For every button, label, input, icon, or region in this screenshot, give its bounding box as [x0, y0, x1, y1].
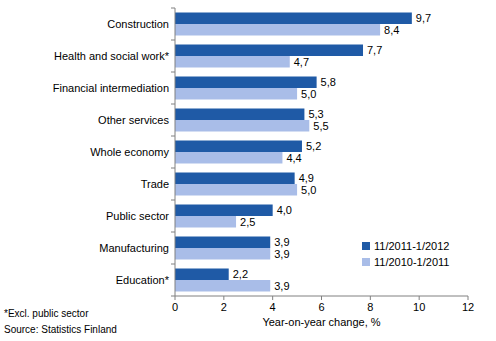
bar — [175, 173, 295, 185]
x-tick — [223, 296, 224, 300]
bar — [175, 45, 363, 57]
x-tick-label: 4 — [270, 301, 276, 313]
data-label: 5,0 — [301, 184, 316, 196]
y-axis — [175, 8, 176, 296]
data-label: 2,5 — [240, 216, 255, 228]
data-label: 3,9 — [274, 236, 289, 248]
bar — [175, 109, 304, 121]
x-tick-label: 2 — [221, 301, 227, 313]
data-label: 5,8 — [321, 76, 336, 88]
bar — [175, 88, 297, 100]
bar — [175, 269, 229, 281]
category-label: Public sector — [106, 210, 169, 222]
category-label: Trade — [141, 178, 169, 190]
data-label: 4,7 — [294, 56, 309, 68]
x-axis-label: Year-on-year change, % — [262, 316, 380, 328]
category-label: Other services — [98, 114, 169, 126]
bar — [175, 120, 309, 132]
x-tick — [321, 296, 322, 300]
category-tick — [171, 72, 175, 73]
category-label: Education* — [116, 274, 170, 286]
category-label: Financial intermediation — [53, 82, 169, 94]
bar — [175, 24, 380, 36]
data-label: 5,3 — [308, 108, 323, 120]
x-tick — [175, 296, 176, 300]
bar — [175, 56, 290, 68]
data-label: 3,9 — [274, 248, 289, 260]
legend-swatch — [362, 242, 370, 250]
data-label: 5,2 — [306, 140, 321, 152]
data-label: 2,2 — [233, 268, 248, 280]
bar — [175, 237, 270, 249]
legend-label: 11/2010-1/2011 — [374, 256, 449, 268]
bar — [175, 184, 297, 196]
data-label: 4,0 — [277, 204, 292, 216]
x-tick — [370, 296, 371, 300]
category-tick — [171, 232, 175, 233]
x-tick — [468, 296, 469, 300]
legend: 11/2011-1/2012 11/2010-1/2011 — [358, 234, 468, 274]
category-tick — [171, 296, 175, 297]
data-label: 4,4 — [286, 152, 301, 164]
legend-swatch — [362, 258, 370, 266]
category-label: Construction — [107, 18, 169, 30]
category-tick — [171, 8, 175, 9]
category-label: Health and social work* — [54, 50, 170, 62]
category-label: Whole economy — [90, 146, 169, 158]
x-tick-label: 12 — [462, 301, 474, 313]
x-tick — [272, 296, 273, 300]
data-label: 3,9 — [274, 280, 289, 292]
bar — [175, 13, 412, 25]
x-tick-label: 10 — [413, 301, 425, 313]
bar — [175, 205, 273, 217]
category-tick — [171, 136, 175, 137]
bar — [175, 77, 317, 89]
x-tick-label: 0 — [172, 301, 178, 313]
bar — [175, 280, 270, 292]
data-label: 5,5 — [313, 120, 328, 132]
chart: 9,78,47,74,75,85,05,35,55,24,44,95,04,02… — [0, 0, 496, 341]
legend-label: 11/2011-1/2012 — [374, 240, 449, 252]
annotation: Source: Statistics Finland — [4, 324, 117, 335]
data-label: 8,4 — [384, 24, 399, 36]
data-label: 5,0 — [301, 88, 316, 100]
bar — [175, 216, 236, 228]
data-label: 7,7 — [367, 44, 382, 56]
bar — [175, 248, 270, 260]
category-label: Manufacturing — [99, 242, 169, 254]
data-label: 9,7 — [416, 12, 431, 24]
x-tick-label: 8 — [367, 301, 373, 313]
category-tick — [171, 40, 175, 41]
annotation: *Excl. public sector — [4, 308, 89, 319]
bar — [175, 152, 282, 164]
category-tick — [171, 104, 175, 105]
category-tick — [171, 264, 175, 265]
category-tick — [171, 200, 175, 201]
bar — [175, 141, 302, 153]
legend-box — [358, 234, 468, 274]
data-label: 4,9 — [299, 172, 314, 184]
x-tick — [419, 296, 420, 300]
category-tick — [171, 168, 175, 169]
x-tick-label: 6 — [318, 301, 324, 313]
